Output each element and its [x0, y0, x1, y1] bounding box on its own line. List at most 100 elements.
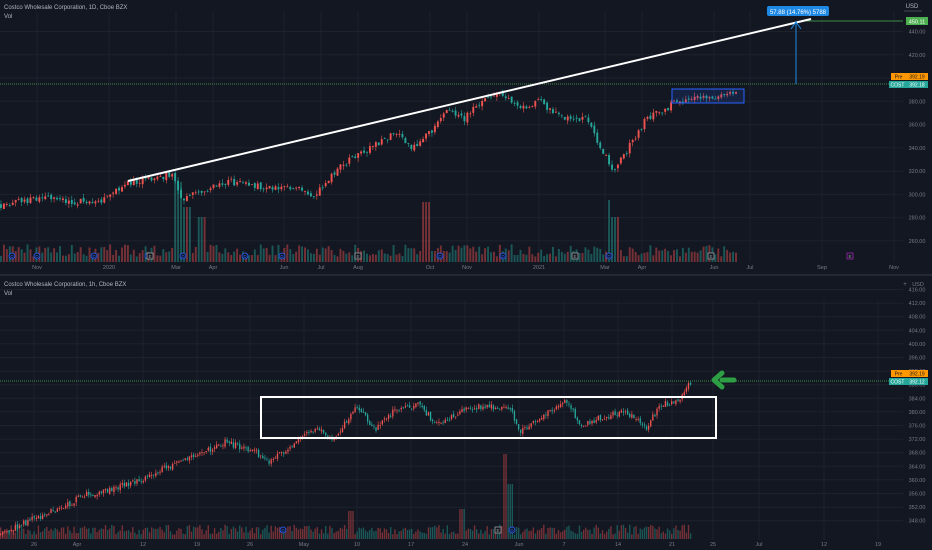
earnings-marker-icon[interactable]	[846, 252, 854, 260]
candle-body	[314, 429, 316, 432]
candle-body	[452, 413, 455, 418]
dividend-marker-icon[interactable]	[279, 526, 287, 534]
top-chart-panel[interactable]: 57.88 (14.76%) 5788 Costco Wholesale Cor…	[0, 4, 928, 271]
candle-body	[67, 200, 70, 204]
candle-body	[442, 422, 444, 424]
volume-bar	[448, 252, 451, 262]
bottom-range-box[interactable]	[260, 396, 717, 439]
candle-body	[440, 422, 442, 424]
candle-body	[676, 100, 678, 102]
volume-bar	[312, 253, 315, 262]
volume-bar	[348, 252, 351, 262]
candle-body	[430, 130, 433, 133]
volume-bar	[79, 247, 82, 262]
candle-body	[401, 133, 404, 138]
candle-body	[629, 413, 631, 417]
volume-bar	[37, 525, 40, 539]
dividend-marker-icon[interactable]	[436, 252, 444, 260]
dividend-marker-icon[interactable]	[241, 252, 249, 260]
candle-body	[227, 180, 230, 185]
volume-bar	[271, 245, 274, 262]
volume-bar	[417, 529, 419, 539]
volume-bar	[265, 247, 268, 262]
volume-bar	[327, 246, 330, 262]
dividend-marker-icon[interactable]	[90, 252, 98, 260]
candle-body	[726, 93, 729, 96]
candle-body	[395, 134, 398, 135]
earnings-marker-icon[interactable]	[146, 252, 154, 260]
dividend-marker-icon[interactable]	[508, 526, 516, 534]
volume-bar	[98, 529, 100, 539]
volume-bar	[130, 532, 132, 539]
volume-bar	[285, 527, 287, 539]
dividend-marker-icon[interactable]	[499, 252, 507, 260]
candle-body	[352, 411, 354, 414]
candle-body	[639, 418, 641, 424]
earnings-marker-icon[interactable]	[354, 252, 362, 260]
volume-bar	[554, 256, 557, 262]
earnings-marker-icon[interactable]	[571, 252, 579, 260]
volume-bar	[176, 530, 178, 539]
candle-body	[6, 531, 8, 533]
green-arrow-icon[interactable]	[711, 370, 737, 390]
top-event-markers[interactable]: DDDDEDDDEDDEDEE	[8, 252, 854, 260]
candle-body	[481, 101, 484, 107]
earnings-marker-icon[interactable]	[707, 252, 715, 260]
volume-bar	[88, 528, 90, 539]
volume-bar	[94, 527, 96, 539]
volume-bar	[4, 529, 6, 539]
earnings-marker-icon[interactable]	[494, 526, 502, 534]
volume-bar	[541, 527, 543, 539]
candle-body	[94, 201, 97, 204]
volume-bar	[221, 253, 224, 262]
dividend-marker-icon[interactable]	[278, 252, 286, 260]
candle-body	[593, 420, 595, 424]
x-tick-label: 19	[194, 542, 200, 548]
candle-body	[265, 187, 268, 190]
candle-body	[153, 178, 156, 181]
volume-bar	[552, 246, 554, 262]
candle-body	[551, 410, 553, 412]
bottom-x-axis[interactable]: 26 Apr 12 19 26 May 10 17 24 Jun 7 14 21 25 Jul 12 19	[31, 542, 881, 548]
volume-bar	[85, 528, 88, 539]
candle-body	[310, 430, 312, 433]
volume-bar	[649, 245, 652, 262]
volume-bar	[442, 250, 445, 262]
volume-bar	[103, 246, 106, 262]
candle-body	[289, 446, 291, 449]
volume-bar	[597, 527, 599, 539]
trendline[interactable]	[127, 18, 812, 182]
top-range-box[interactable]	[671, 88, 745, 104]
bottom-currency-plus-icon[interactable]: +	[903, 282, 907, 288]
volume-bar	[171, 534, 174, 539]
volume-bar	[339, 527, 342, 539]
volume-bar	[218, 531, 220, 539]
y-tick-label: 260.00	[909, 239, 926, 245]
dividend-marker-icon[interactable]	[179, 252, 187, 260]
candle-body	[48, 514, 50, 515]
candle-body	[666, 402, 669, 406]
candle-body	[88, 491, 90, 495]
bottom-chart-panel[interactable]: Costco Wholesale Corporation, 1h, Cboe B…	[0, 282, 928, 548]
dividend-marker-icon[interactable]	[33, 252, 41, 260]
y-tick-label: 380.00	[909, 410, 926, 416]
volume-bar	[268, 532, 270, 539]
dividend-marker-icon[interactable]	[605, 252, 613, 260]
candle-body	[182, 460, 184, 462]
candle-body	[667, 107, 670, 111]
top-x-axis[interactable]: Nov 2020 Mar Apr Jun Jul Aug Oct Nov 2021 Mar Apr Ju…	[32, 265, 899, 271]
volume-bar	[631, 248, 634, 262]
candle-body	[12, 530, 14, 531]
volume-bar	[257, 527, 260, 539]
volume-bar	[308, 525, 310, 539]
candle-body	[608, 155, 611, 165]
candle-body	[413, 144, 416, 151]
candle-body	[53, 197, 56, 199]
volume-bar	[481, 254, 484, 262]
candle-body	[616, 164, 619, 169]
candle-body	[298, 186, 301, 189]
candle-body	[221, 183, 224, 185]
dividend-marker-icon[interactable]	[8, 252, 16, 260]
